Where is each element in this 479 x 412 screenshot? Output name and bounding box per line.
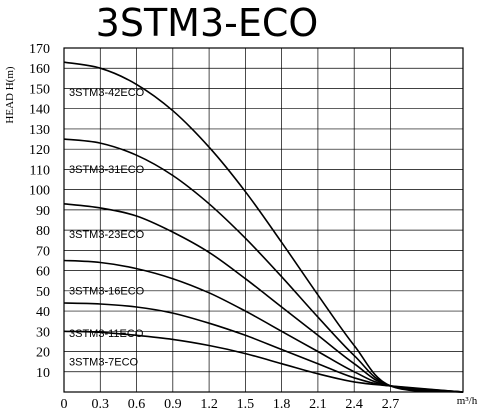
y-tick-labels: 10 20 30 40 50 60 70 80 90 100 110 120 130 140 150 160 1… (29, 42, 50, 381)
series-label-3: 3STM3-16ECO (69, 285, 145, 297)
curves (63, 61, 464, 393)
y-tick-label-10: 110 (30, 163, 50, 178)
series-line-0 (63, 61, 464, 393)
series-line-4 (63, 302, 464, 393)
series-line-5 (63, 330, 464, 393)
series-label-4: 3STM3-11ECO (69, 328, 144, 340)
y-tick-label-13: 140 (29, 103, 50, 118)
y-axis-label: HEAD H(m) (4, 66, 16, 123)
x-tick-label-5: 1.5 (237, 397, 255, 412)
x-tick-labels: 0 0.3 0.6 0.9 1.2 1.5 1.8 2.1 2.4 2.7 (61, 397, 400, 412)
y-tick-label-16: 170 (29, 42, 50, 57)
x-tick-label-8: 2.4 (345, 397, 363, 412)
x-tick-label-2: 0.6 (128, 397, 146, 412)
y-tick-label-9: 100 (29, 184, 50, 199)
series-label-0: 3STM3-42ECO (69, 87, 145, 99)
x-tick-label-9: 2.7 (382, 397, 400, 412)
x-tick-label-7: 2.1 (309, 397, 327, 412)
series-line-2 (63, 203, 464, 393)
y-tick-label-15: 160 (29, 62, 50, 77)
y-tick-label-2: 30 (36, 325, 50, 340)
x-tick-label-1: 0.3 (92, 397, 110, 412)
x-tick-label-3: 0.9 (164, 397, 182, 412)
x-axis-label: m³/h (457, 395, 478, 407)
series-labels: 3STM3-42ECO 3STM3-31ECO 3STM3-23ECO 3STM3-1… (69, 87, 145, 368)
y-tick-label-6: 70 (36, 244, 50, 259)
grid (63, 47, 464, 393)
plot-frame (63, 47, 464, 393)
y-tick-label-7: 80 (36, 224, 50, 239)
x-tick-label-4: 1.2 (200, 397, 218, 412)
y-tick-label-5: 60 (36, 265, 50, 280)
series-label-5: 3STM3-7ECO (69, 356, 139, 368)
series-line-3 (63, 259, 464, 393)
series-label-2: 3STM3-23ECO (69, 229, 145, 241)
x-tick-label-6: 1.8 (273, 397, 291, 412)
chart-title: 3STM3-ECO (96, 1, 319, 45)
y-tick-label-12: 130 (29, 123, 50, 138)
y-tick-label-1: 20 (36, 346, 50, 361)
y-tick-label-14: 150 (29, 82, 50, 97)
y-tick-label-3: 40 (36, 305, 50, 320)
y-tick-label-0: 10 (36, 366, 50, 381)
series-label-1: 3STM3-31ECO (69, 164, 145, 176)
y-tick-label-11: 120 (29, 143, 50, 158)
y-tick-label-4: 50 (36, 285, 50, 300)
x-tick-label-0: 0 (61, 397, 68, 412)
series-line-1 (63, 138, 464, 393)
y-tick-label-8: 90 (36, 204, 50, 219)
